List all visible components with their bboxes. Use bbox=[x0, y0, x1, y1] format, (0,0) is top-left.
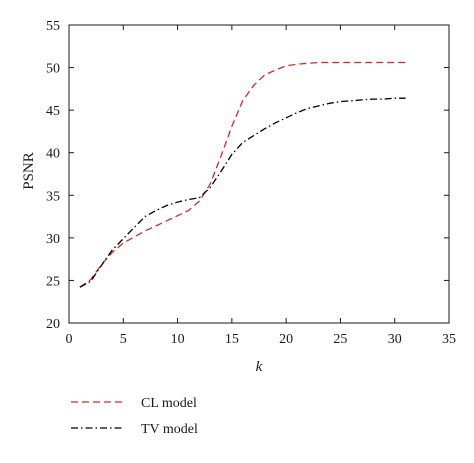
x-tick-label: 30 bbox=[388, 332, 402, 347]
y-tick-label: 25 bbox=[46, 274, 60, 289]
y-tick-label: 30 bbox=[46, 232, 60, 247]
x-tick-label: 20 bbox=[279, 332, 293, 347]
axis-ticks: 0 5 10 15 20 25 30 35 20 25 30 35 40 45 50 55 bbox=[46, 19, 456, 347]
series-line-cl-model bbox=[79, 61, 406, 288]
series-layer bbox=[79, 61, 406, 288]
y-tick-label: 35 bbox=[46, 189, 60, 204]
plot-frame bbox=[68, 24, 450, 324]
legend: CL model TV model bbox=[71, 396, 198, 437]
series-line-tv-model bbox=[79, 97, 406, 288]
legend-label: CL model bbox=[141, 396, 197, 411]
x-tick-label: 35 bbox=[442, 332, 456, 347]
x-axis-label: k bbox=[256, 359, 263, 375]
y-tick-label: 55 bbox=[46, 19, 60, 34]
x-tick-label: 25 bbox=[333, 332, 347, 347]
y-tick-label: 45 bbox=[46, 104, 60, 119]
x-tick-label: 5 bbox=[120, 332, 127, 347]
x-tick-label: 0 bbox=[66, 332, 73, 347]
y-tick-label: 40 bbox=[46, 147, 60, 162]
x-tick-label: 15 bbox=[225, 332, 239, 347]
plot-area bbox=[68, 24, 450, 324]
x-tick-label: 10 bbox=[171, 332, 185, 347]
y-tick-label: 20 bbox=[46, 317, 60, 332]
y-tick-label: 50 bbox=[46, 62, 60, 77]
y-axis-label: PSNR bbox=[21, 152, 37, 190]
legend-label: TV model bbox=[141, 422, 198, 437]
